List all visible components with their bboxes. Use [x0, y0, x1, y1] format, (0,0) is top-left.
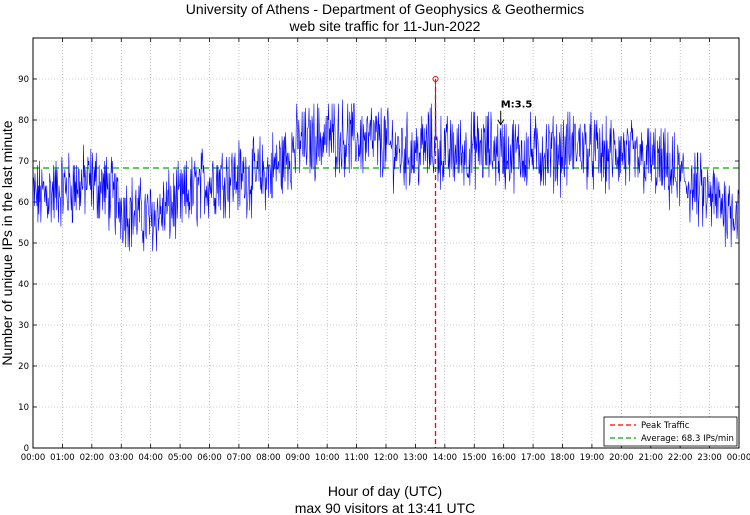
x-tick-label: 06:00	[197, 453, 222, 463]
x-tick-label: 13:00	[403, 453, 428, 463]
x-tick-label: 05:00	[168, 453, 193, 463]
x-tick-label: 09:00	[286, 453, 311, 463]
x-tick-label: 19:00	[580, 453, 605, 463]
series-group	[32, 78, 739, 252]
legend-box	[603, 416, 738, 447]
x-tick-label: 01:00	[50, 453, 75, 463]
annotation-arrow-head	[497, 119, 505, 126]
x-tick-label: 16:00	[491, 453, 516, 463]
x-axis-label: Hour of day (UTC)	[328, 483, 442, 499]
x-tick-label: 23:00	[697, 453, 722, 463]
y-tick-label: 40	[18, 280, 29, 290]
y-axis-label: Number of unique IPs in the last minute	[0, 120, 15, 365]
chart-subtitle: web site traffic for 11-Jun-2022	[289, 18, 481, 34]
legend-peak-label: Peak Traffic	[641, 421, 690, 431]
x-tick-label: 21:00	[639, 453, 664, 463]
annotation-arrow	[497, 110, 505, 126]
y-tick-label: 0	[24, 444, 29, 454]
x-tick-label: 22:00	[668, 453, 693, 463]
x-tick-label: 20:00	[609, 453, 634, 463]
y-tick-label: 50	[18, 239, 29, 249]
x-tick-label: 07:00	[227, 453, 252, 463]
x-tick-label: 00:00	[727, 453, 750, 463]
legend: Peak Traffic Average: 68.3 IPs/min	[603, 416, 738, 447]
x-tick-label: 14:00	[433, 453, 458, 463]
y-tick-label: 60	[18, 198, 29, 208]
x-tick-label: 04:00	[138, 453, 163, 463]
x-tick-label: 17:00	[521, 453, 546, 463]
x-tick-label: 18:00	[550, 453, 575, 463]
annotation-label: M:3.5	[501, 100, 533, 111]
x-tick-label: 10:00	[315, 453, 340, 463]
x-tick-label: 11:00	[344, 453, 369, 463]
legend-average-label: Average: 68.3 IPs/min	[641, 434, 734, 444]
y-tick-label: 80	[18, 116, 29, 126]
y-tick-label: 70	[18, 157, 29, 167]
y-tick-label: 90	[18, 75, 29, 85]
peak-group	[432, 76, 439, 448]
y-tick-label: 10	[18, 403, 29, 413]
y-axis-ticks: 0 10 20 30 40 50 60 70 80 90	[18, 75, 739, 454]
x-axis-sublabel: max 90 visitors at 13:41 UTC	[295, 500, 476, 515]
y-tick-label: 20	[18, 362, 29, 372]
chart-title: University of Athens - Department of Geo…	[186, 1, 584, 17]
x-axis-ticks: 00:00 01:00 02:00 03:00 04:00 05:00 06:00 07:00…	[21, 38, 750, 463]
y-tick-label: 30	[18, 321, 29, 331]
x-tick-label: 00:00	[21, 453, 46, 463]
traffic-series-line	[32, 78, 739, 252]
x-tick-label: 08:00	[256, 453, 281, 463]
x-tick-label: 03:00	[109, 453, 134, 463]
grid-lines	[33, 38, 739, 448]
x-tick-label: 02:00	[80, 453, 105, 463]
x-tick-label: 15:00	[462, 453, 487, 463]
plot-frame	[32, 37, 740, 449]
x-tick-label: 12:00	[374, 453, 399, 463]
peak-marker	[432, 76, 439, 82]
